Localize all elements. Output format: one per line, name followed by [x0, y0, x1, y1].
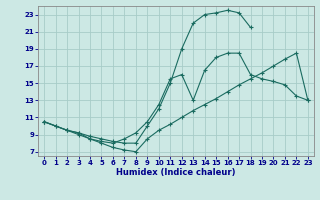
X-axis label: Humidex (Indice chaleur): Humidex (Indice chaleur) — [116, 168, 236, 177]
